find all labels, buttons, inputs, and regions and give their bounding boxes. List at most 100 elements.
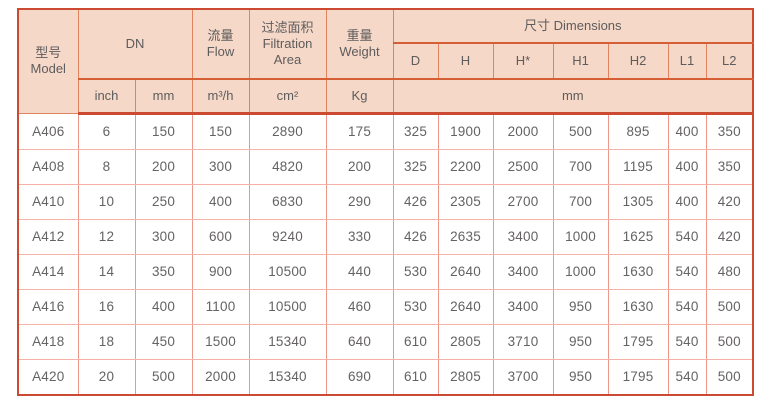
dim-l2-cell: 500 <box>705 288 754 325</box>
dim-l2-cell: 350 <box>705 148 754 185</box>
dim-l2-cell: 420 <box>705 183 754 220</box>
dim-h1-cell: 1000 <box>552 253 609 290</box>
flow-cell: 150 <box>191 112 250 150</box>
dn-mm-cell: 250 <box>134 183 193 220</box>
weight-cell: 290 <box>325 183 394 220</box>
dim-hstar-cell: 2700 <box>492 183 554 220</box>
weight-cell: 200 <box>325 148 394 185</box>
table-row: A412 12 300 600 9240 330 426 2635 3400 1… <box>17 218 754 255</box>
weight-cell: 640 <box>325 323 394 360</box>
header-dim-h2: H2 <box>607 42 669 80</box>
dn-inch-cell: 6 <box>77 112 136 150</box>
dim-h2-cell: 1305 <box>607 183 669 220</box>
spec-table: 型号 Model DN 流量 Flow 过滤面积 Filtration Area… <box>17 8 755 396</box>
header-dim-h: H <box>437 42 494 80</box>
dn-inch-cell: 12 <box>77 218 136 255</box>
header-model-zh: 型号 <box>35 45 62 60</box>
dn-mm-cell: 450 <box>134 323 193 360</box>
dim-h1-cell: 700 <box>552 148 609 185</box>
header-weight: 重量 Weight <box>325 8 394 80</box>
weight-cell: 690 <box>325 358 394 395</box>
dn-mm-cell: 150 <box>134 112 193 150</box>
table-row: A416 16 400 1100 10500 460 530 2640 3400… <box>17 288 754 325</box>
dn-inch-cell: 20 <box>77 358 136 395</box>
unit-inch: inch <box>77 78 136 115</box>
filtration-area-cell: 10500 <box>248 253 327 290</box>
dn-mm-cell: 350 <box>134 253 193 290</box>
header-filtration-en: Filtration Area <box>262 35 313 68</box>
header-dimensions: 尺寸 Dimensions <box>392 8 754 44</box>
flow-cell: 400 <box>191 183 250 220</box>
weight-cell: 460 <box>325 288 394 325</box>
header-flow: 流量 Flow <box>191 8 250 80</box>
filtration-area-cell: 15340 <box>248 358 327 395</box>
dim-l1-cell: 400 <box>667 183 707 220</box>
dim-l1-cell: 540 <box>667 253 707 290</box>
filtration-area-cell: 10500 <box>248 288 327 325</box>
dim-hstar-cell: 3700 <box>492 358 554 395</box>
table-row: A406 6 150 150 2890 175 325 1900 2000 50… <box>17 112 754 150</box>
dim-l2-cell: 500 <box>705 358 754 395</box>
dim-d-cell: 610 <box>392 323 439 360</box>
flow-cell: 900 <box>191 253 250 290</box>
header-dim-l1: L1 <box>667 42 707 80</box>
filtration-area-cell: 9240 <box>248 218 327 255</box>
dn-inch-cell: 10 <box>77 183 136 220</box>
dim-l1-cell: 540 <box>667 323 707 360</box>
dim-h1-cell: 500 <box>552 112 609 150</box>
filtration-area-cell: 15340 <box>248 323 327 360</box>
dim-h-cell: 2200 <box>437 148 494 185</box>
header-model-en: Model <box>30 61 66 77</box>
dim-l2-cell: 480 <box>705 253 754 290</box>
model-cell: A412 <box>17 218 79 255</box>
dn-mm-cell: 200 <box>134 148 193 185</box>
dn-inch-cell: 16 <box>77 288 136 325</box>
table-row: A414 14 350 900 10500 440 530 2640 3400 … <box>17 253 754 290</box>
dim-h-cell: 2640 <box>437 253 494 290</box>
dim-l2-cell: 420 <box>705 218 754 255</box>
flow-cell: 600 <box>191 218 250 255</box>
filtration-area-cell: 4820 <box>248 148 327 185</box>
flow-cell: 1500 <box>191 323 250 360</box>
header-flow-en: Flow <box>206 44 235 59</box>
filtration-area-cell: 2890 <box>248 112 327 150</box>
dim-l2-cell: 350 <box>705 112 754 150</box>
dim-hstar-cell: 3400 <box>492 218 554 255</box>
dim-hstar-cell: 3710 <box>492 323 554 360</box>
dim-l1-cell: 540 <box>667 288 707 325</box>
dim-hstar-cell: 3400 <box>492 288 554 325</box>
model-cell: A406 <box>17 112 79 150</box>
dn-inch-cell: 8 <box>77 148 136 185</box>
dim-h2-cell: 1795 <box>607 323 669 360</box>
dim-h2-cell: 1630 <box>607 253 669 290</box>
table-header: 型号 Model DN 流量 Flow 过滤面积 Filtration Area… <box>17 8 754 115</box>
model-cell: A408 <box>17 148 79 185</box>
model-cell: A410 <box>17 183 79 220</box>
dim-h2-cell: 1795 <box>607 358 669 395</box>
dim-hstar-cell: 2000 <box>492 112 554 150</box>
header-dim-d: D <box>392 42 439 80</box>
dn-mm-cell: 400 <box>134 288 193 325</box>
filtration-area-cell: 6830 <box>248 183 327 220</box>
dim-l1-cell: 400 <box>667 148 707 185</box>
dim-d-cell: 426 <box>392 183 439 220</box>
dim-d-cell: 610 <box>392 358 439 395</box>
flow-cell: 1100 <box>191 288 250 325</box>
model-cell: A418 <box>17 323 79 360</box>
dim-d-cell: 530 <box>392 288 439 325</box>
dim-h-cell: 2805 <box>437 358 494 395</box>
table-row: A420 20 500 2000 15340 690 610 2805 3700… <box>17 358 754 395</box>
table-body: A406 6 150 150 2890 175 325 1900 2000 50… <box>17 112 754 395</box>
dim-h2-cell: 1625 <box>607 218 669 255</box>
header-weight-zh: 重量 <box>346 27 373 43</box>
model-cell: A416 <box>17 288 79 325</box>
dim-h-cell: 2635 <box>437 218 494 255</box>
dn-mm-cell: 300 <box>134 218 193 255</box>
dim-d-cell: 325 <box>392 148 439 185</box>
table-row: A408 8 200 300 4820 200 325 2200 2500 70… <box>17 148 754 185</box>
weight-cell: 440 <box>325 253 394 290</box>
header-flow-zh: 流量 <box>207 27 234 43</box>
header-weight-en: Weight <box>339 44 380 59</box>
dim-l1-cell: 540 <box>667 358 707 395</box>
